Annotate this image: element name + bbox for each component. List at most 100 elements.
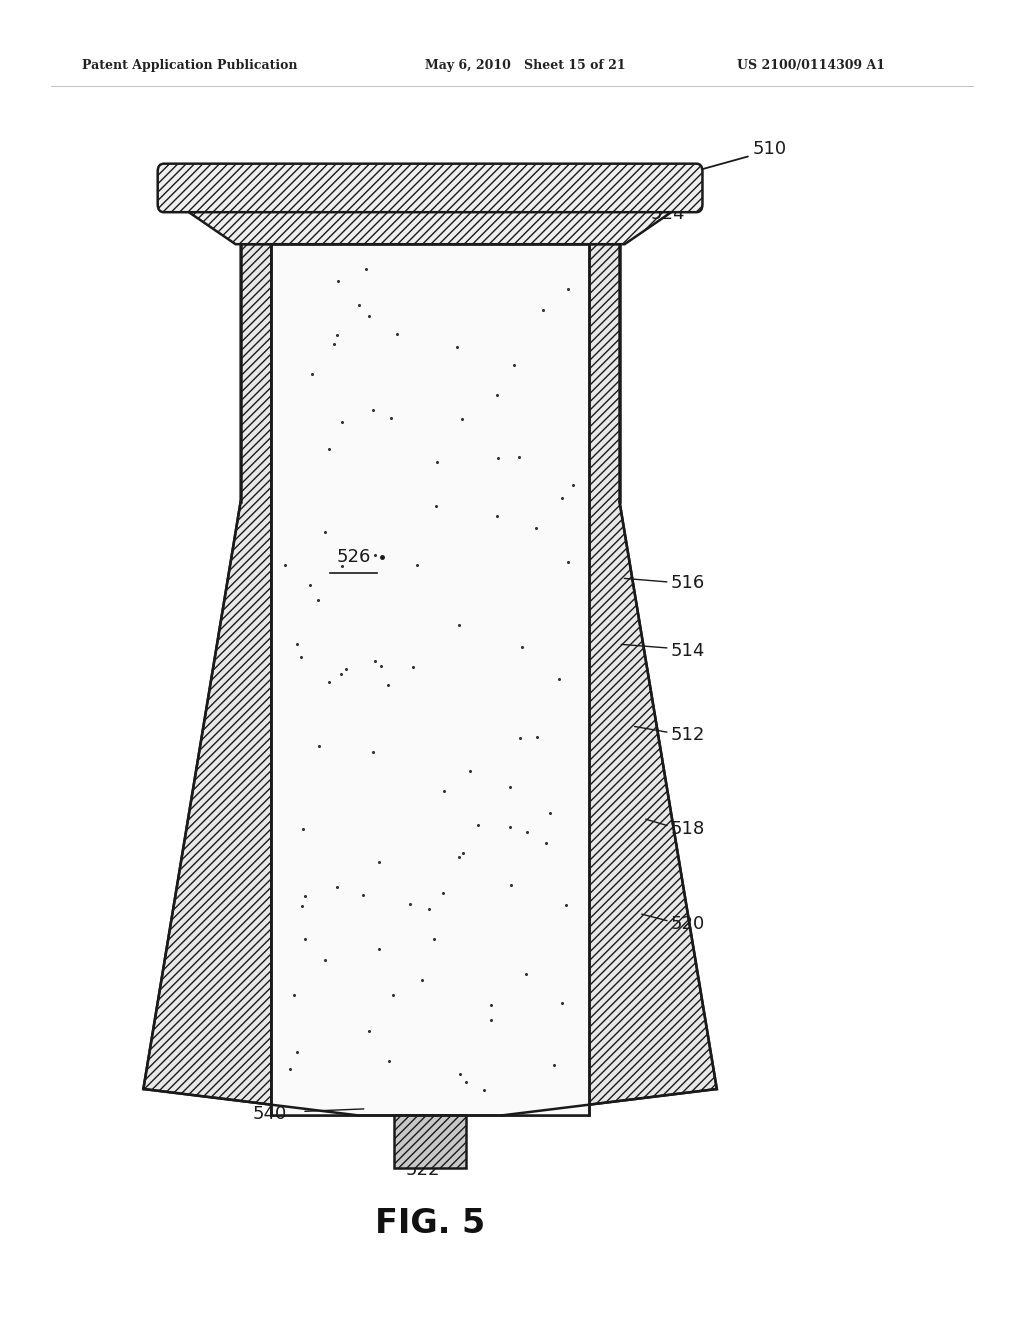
Point — [330, 271, 346, 292]
Text: 540: 540 — [253, 1105, 287, 1123]
Point — [334, 412, 350, 433]
Point — [542, 803, 558, 824]
Point — [538, 833, 554, 854]
Point — [278, 554, 294, 576]
Point — [451, 615, 467, 636]
Point — [502, 776, 518, 797]
Point — [322, 438, 338, 459]
Point — [334, 554, 350, 576]
Point — [309, 590, 326, 611]
Point — [546, 1055, 562, 1076]
Text: US 2100/0114309 A1: US 2100/0114309 A1 — [737, 59, 886, 73]
Point — [488, 385, 505, 407]
Point — [297, 886, 313, 907]
Point — [371, 939, 387, 960]
Text: 520: 520 — [671, 915, 705, 933]
Point — [289, 1041, 305, 1063]
Text: 510: 510 — [753, 140, 786, 158]
Point — [338, 659, 354, 680]
Bar — [394, 1115, 466, 1168]
Point — [435, 780, 452, 801]
Point — [351, 294, 368, 315]
Point — [301, 574, 317, 595]
Point — [304, 363, 321, 384]
Point — [554, 487, 570, 508]
Point — [529, 727, 546, 748]
Point — [482, 1010, 499, 1031]
Point — [452, 1064, 468, 1085]
Point — [294, 895, 310, 916]
Point — [333, 664, 349, 685]
Point — [558, 894, 574, 915]
Point — [519, 821, 536, 842]
Point — [373, 656, 389, 677]
Point — [476, 1080, 493, 1101]
Point — [380, 675, 396, 696]
Point — [389, 323, 406, 345]
Point — [383, 408, 399, 429]
Point — [329, 325, 345, 346]
Point — [365, 741, 381, 762]
Point — [518, 964, 535, 985]
Point — [536, 300, 552, 321]
Point — [528, 517, 545, 539]
Text: 516: 516 — [671, 574, 705, 593]
Point — [409, 554, 425, 576]
Point — [316, 521, 333, 543]
Point — [564, 475, 581, 496]
Point — [289, 634, 305, 655]
Point — [451, 846, 467, 867]
Text: 518: 518 — [671, 820, 705, 838]
Point — [506, 355, 522, 376]
Point — [559, 279, 575, 300]
Text: 524: 524 — [650, 205, 685, 223]
Point — [355, 884, 372, 906]
Point — [462, 760, 478, 781]
Point — [367, 651, 383, 672]
Polygon shape — [172, 172, 688, 244]
Point — [454, 408, 470, 429]
Point — [414, 970, 430, 991]
Polygon shape — [143, 244, 358, 1115]
Text: FIG. 5: FIG. 5 — [375, 1206, 485, 1241]
Point — [489, 506, 506, 527]
Point — [469, 814, 485, 836]
Point — [322, 671, 338, 692]
Point — [381, 1051, 397, 1072]
Point — [434, 882, 451, 903]
Point — [360, 1020, 377, 1041]
Point — [404, 657, 421, 678]
Point — [293, 647, 309, 668]
Point — [365, 400, 381, 421]
Point — [329, 876, 345, 898]
Point — [449, 337, 465, 358]
Polygon shape — [502, 244, 717, 1115]
Point — [428, 496, 444, 517]
Point — [429, 451, 445, 473]
Point — [286, 985, 302, 1006]
Point — [421, 899, 437, 920]
Point — [489, 447, 506, 469]
Point — [455, 842, 471, 863]
Point — [361, 306, 378, 327]
Point — [510, 446, 526, 467]
Text: 526: 526 — [336, 548, 371, 566]
Point — [402, 894, 419, 915]
Point — [512, 727, 528, 748]
FancyBboxPatch shape — [158, 164, 702, 213]
Point — [553, 993, 569, 1014]
Text: May 6, 2010   Sheet 15 of 21: May 6, 2010 Sheet 15 of 21 — [425, 59, 626, 73]
Text: 514: 514 — [671, 642, 706, 660]
Text: Patent Application Publication: Patent Application Publication — [82, 59, 297, 73]
Point — [371, 851, 387, 873]
Text: 512: 512 — [671, 726, 706, 744]
Text: 522: 522 — [406, 1160, 440, 1179]
Point — [295, 818, 311, 840]
Point — [385, 985, 401, 1006]
Point — [426, 929, 442, 950]
Point — [297, 929, 313, 950]
Bar — [271, 244, 589, 1115]
Point — [502, 816, 518, 837]
Point — [367, 544, 383, 565]
Point — [282, 1059, 298, 1080]
